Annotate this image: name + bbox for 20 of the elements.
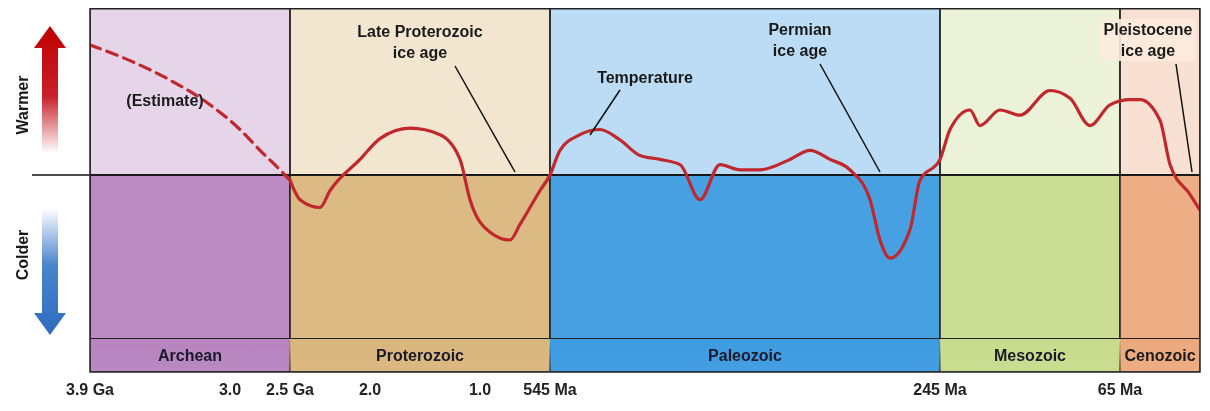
band-label: Paleozoic bbox=[550, 338, 940, 372]
x-tick-label: 2.0 bbox=[358, 381, 382, 399]
x-tick-label: 65 Ma bbox=[1097, 381, 1143, 399]
annotation: Permian ice age bbox=[768, 20, 832, 61]
band-label: Proterozoic bbox=[290, 338, 550, 372]
x-tick-label: 2.5 Ga bbox=[265, 381, 315, 399]
annotation: Pleistocene ice age bbox=[1103, 19, 1193, 61]
x-tick-label: 3.9 Ga bbox=[65, 381, 115, 399]
x-tick-label: 545 Ma bbox=[523, 381, 577, 399]
x-tick-label: 245 Ma bbox=[913, 381, 967, 399]
annotation: Late Proterozoic ice age bbox=[357, 22, 483, 63]
text: Cenozoic bbox=[1124, 345, 1196, 366]
x-tick-label: 3.0 bbox=[218, 381, 242, 399]
band-label: Archean bbox=[90, 338, 290, 372]
x-tick-label: 1.0 bbox=[468, 381, 492, 399]
band-label: Mesozoic bbox=[940, 338, 1120, 372]
annotation: (Estimate) bbox=[126, 90, 204, 111]
text: Warmer bbox=[12, 75, 32, 135]
text: Colder bbox=[12, 229, 32, 281]
annotation: Temperature bbox=[597, 67, 693, 88]
